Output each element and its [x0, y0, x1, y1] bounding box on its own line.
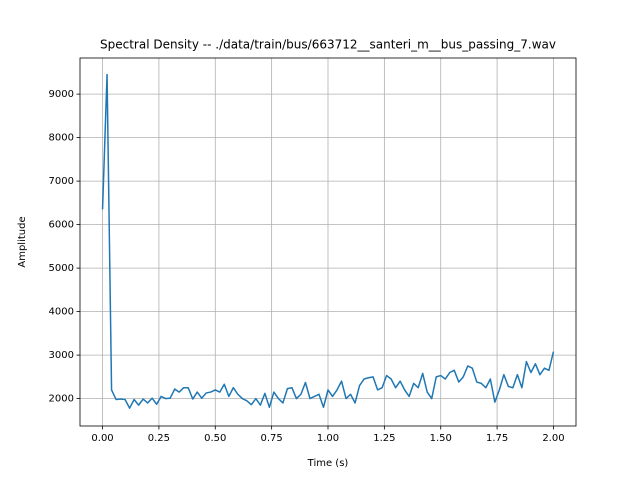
x-tick-label: 0.00	[91, 433, 113, 444]
plot-frame	[79, 57, 577, 427]
x-tick-label: 1.50	[430, 433, 452, 444]
chart-title: Spectral Density -- ./data/train/bus/663…	[100, 38, 556, 52]
y-tick-label: 6000	[49, 220, 74, 231]
x-tick-label: 1.75	[486, 433, 508, 444]
y-tick-label: 2000	[49, 394, 74, 405]
y-tick-label: 7000	[49, 176, 74, 187]
x-tick-label: 0.50	[204, 433, 226, 444]
y-tick-label: 4000	[49, 307, 74, 318]
x-tick-label: 0.25	[148, 433, 170, 444]
x-tick-label: 2.00	[542, 433, 564, 444]
x-tick-label: 1.00	[317, 433, 339, 444]
y-axis-label: Amplitude	[17, 216, 28, 267]
x-tick-label: 0.75	[261, 433, 283, 444]
y-tick-label: 8000	[49, 133, 74, 144]
y-tick-label: 9000	[49, 89, 74, 100]
x-tick-label: 1.25	[373, 433, 395, 444]
y-tick-label: 5000	[49, 263, 74, 274]
y-tick-label: 3000	[49, 350, 74, 361]
x-axis-label: Time (s)	[307, 458, 349, 469]
data-line	[101, 73, 555, 409]
